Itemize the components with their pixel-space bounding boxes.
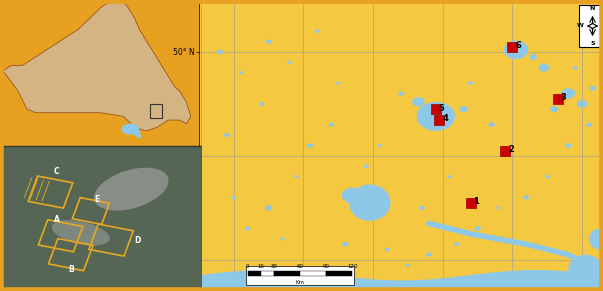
Ellipse shape xyxy=(419,206,425,210)
Ellipse shape xyxy=(259,102,264,106)
Point xyxy=(431,107,441,111)
Ellipse shape xyxy=(475,226,481,231)
Text: A: A xyxy=(54,215,60,224)
Text: S: S xyxy=(590,41,595,46)
Text: B: B xyxy=(68,265,74,274)
Text: 30: 30 xyxy=(270,264,277,269)
Point xyxy=(508,45,517,49)
Ellipse shape xyxy=(468,81,473,85)
Ellipse shape xyxy=(216,50,223,54)
Ellipse shape xyxy=(294,175,298,178)
Ellipse shape xyxy=(239,71,243,74)
Ellipse shape xyxy=(266,40,271,44)
Ellipse shape xyxy=(459,106,468,112)
Text: 1: 1 xyxy=(473,197,479,206)
Bar xyxy=(326,271,352,276)
Ellipse shape xyxy=(550,106,558,112)
Ellipse shape xyxy=(342,242,349,246)
Ellipse shape xyxy=(412,97,425,107)
Text: C: C xyxy=(54,167,59,176)
Ellipse shape xyxy=(280,237,285,241)
Ellipse shape xyxy=(364,164,368,168)
Ellipse shape xyxy=(577,100,587,108)
Bar xyxy=(579,6,603,47)
Text: 0: 0 xyxy=(246,264,250,269)
Text: 4: 4 xyxy=(442,114,448,123)
Ellipse shape xyxy=(133,129,140,136)
Ellipse shape xyxy=(349,184,391,221)
Text: 120: 120 xyxy=(347,264,358,269)
Ellipse shape xyxy=(315,29,320,33)
Ellipse shape xyxy=(417,102,455,131)
Ellipse shape xyxy=(288,61,292,64)
Ellipse shape xyxy=(565,143,571,148)
Ellipse shape xyxy=(454,242,459,246)
Ellipse shape xyxy=(530,54,537,60)
Bar xyxy=(274,271,300,276)
Bar xyxy=(245,266,355,285)
Ellipse shape xyxy=(52,220,110,246)
Ellipse shape xyxy=(561,88,575,99)
Ellipse shape xyxy=(121,124,139,134)
Ellipse shape xyxy=(573,66,578,69)
Ellipse shape xyxy=(385,248,390,251)
Text: 60: 60 xyxy=(297,264,303,269)
Bar xyxy=(300,271,326,276)
Ellipse shape xyxy=(504,40,528,59)
Ellipse shape xyxy=(545,175,550,178)
Ellipse shape xyxy=(538,63,549,72)
Ellipse shape xyxy=(342,188,362,203)
Polygon shape xyxy=(0,0,191,131)
Ellipse shape xyxy=(224,133,230,137)
Ellipse shape xyxy=(589,86,596,91)
Text: 15: 15 xyxy=(257,264,264,269)
Ellipse shape xyxy=(265,205,272,210)
Ellipse shape xyxy=(426,253,432,257)
Text: 3: 3 xyxy=(561,93,566,102)
Ellipse shape xyxy=(94,168,168,211)
Ellipse shape xyxy=(398,91,404,96)
Ellipse shape xyxy=(586,123,592,127)
Ellipse shape xyxy=(589,229,603,249)
Ellipse shape xyxy=(378,144,382,147)
Text: E: E xyxy=(602,24,603,29)
Text: 6: 6 xyxy=(515,41,521,50)
Bar xyxy=(0,0,202,146)
Ellipse shape xyxy=(245,227,250,231)
Ellipse shape xyxy=(308,143,314,148)
Bar xyxy=(150,104,162,118)
Text: D: D xyxy=(134,236,140,244)
Ellipse shape xyxy=(329,123,334,127)
Text: 5: 5 xyxy=(438,104,444,113)
Text: Km: Km xyxy=(295,280,305,285)
Ellipse shape xyxy=(523,195,529,200)
Ellipse shape xyxy=(568,255,603,286)
Point xyxy=(500,148,510,153)
Bar xyxy=(261,271,274,276)
Text: W: W xyxy=(577,24,584,29)
Bar xyxy=(248,271,261,276)
Text: 90: 90 xyxy=(323,264,330,269)
Ellipse shape xyxy=(496,206,500,210)
Ellipse shape xyxy=(447,175,452,178)
Point xyxy=(466,200,476,205)
Point xyxy=(553,96,563,101)
Text: E: E xyxy=(94,195,99,204)
Ellipse shape xyxy=(232,196,236,199)
Point xyxy=(435,117,444,122)
Ellipse shape xyxy=(406,263,410,267)
Ellipse shape xyxy=(137,134,141,138)
Text: 2: 2 xyxy=(508,145,514,154)
Text: N: N xyxy=(590,6,595,11)
Bar xyxy=(0,146,202,291)
Ellipse shape xyxy=(336,81,340,85)
Ellipse shape xyxy=(488,123,494,127)
